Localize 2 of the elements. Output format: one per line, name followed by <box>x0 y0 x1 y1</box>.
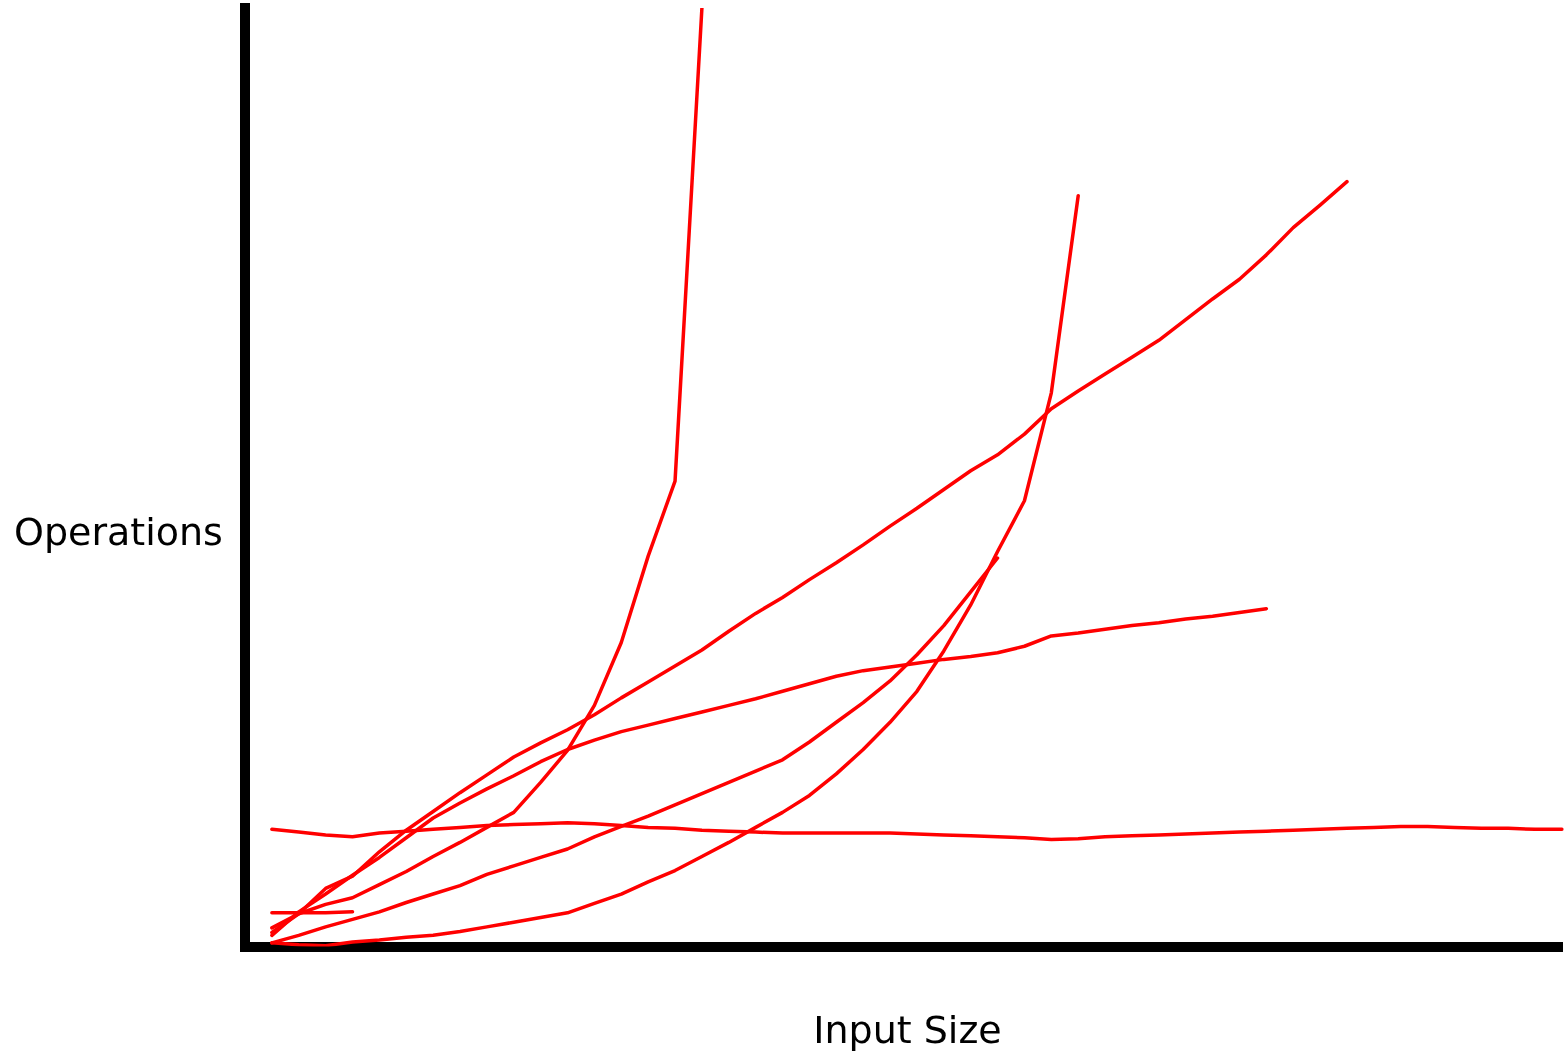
y-axis-title: Operations <box>14 510 223 554</box>
x-axis-title: Input Size <box>812 1008 1003 1052</box>
